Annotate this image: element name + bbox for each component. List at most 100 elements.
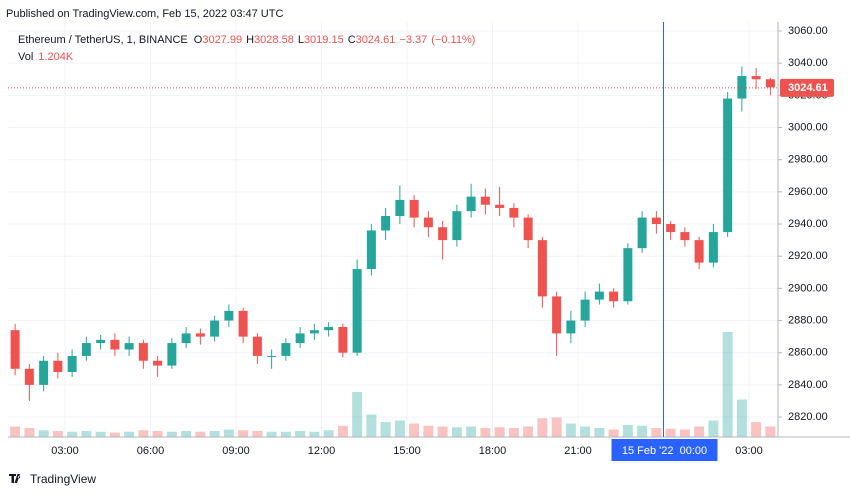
volume-bar [152,431,163,437]
volume-bar [736,399,747,437]
symbol: Ethereum / TetherUS, 1, BINANCE [18,34,188,46]
volume-bar [508,428,519,437]
volume-bar [166,431,177,437]
close-value: 3024.61 [356,34,396,46]
x-tick-label: 09:00 [222,445,250,457]
candle-body [480,196,490,205]
candle-body [10,330,20,369]
candle-body [395,199,405,216]
y-tick-label: 2860.00 [788,347,828,359]
candle-body [352,269,362,353]
high-value: 3028.58 [254,34,294,46]
volume-bar [223,429,234,437]
candle-body [267,355,277,357]
change-percent: (−0.11%) [431,34,475,46]
candle-body [67,355,77,373]
volume-bar [295,431,306,437]
x-tick-label: 18:00 [479,445,507,457]
candles [8,66,778,401]
candle-body [324,326,334,331]
candle-body [552,296,562,334]
candle-body [723,98,733,233]
volume-bar [722,332,733,437]
candle-body [523,217,533,241]
volume-bar [409,423,420,437]
candle-body [96,339,106,344]
volume-bar [708,420,719,437]
open-label: O [194,34,203,46]
volume-legend: Vol 1.204K [18,51,74,63]
candle-body [138,343,148,361]
crosshair-label: 15 Feb '22 00:00 [622,445,707,457]
volume-value: 1.204K [38,51,74,63]
candle-body [309,330,319,334]
volume-bar [679,429,690,437]
candle-body [438,227,448,241]
volume-bar [637,425,648,437]
volume-bar [238,430,249,437]
axes: 2820.00 2840.00 2860.00 2880.00 2900.00 2920.… [51,22,834,461]
candle-body [666,224,676,233]
volume-bar [565,423,576,437]
volume-bar [622,425,633,437]
candle-body [694,240,704,263]
volume-bar [95,431,106,437]
candle-body [594,291,604,300]
candle-body [110,339,120,350]
logo [9,474,21,483]
candle-body [452,211,462,241]
candle-body [181,333,191,344]
x-tick-label: 03:00 [735,445,763,457]
candle-body [167,343,177,366]
candle-body [537,240,547,297]
volume-bar [523,426,534,437]
candle-body [381,215,391,231]
candle-body [423,217,433,228]
x-tick-label: 15:00 [393,445,421,457]
candle-body [124,343,134,350]
legend-line: Ethereum / TetherUS, 1, BINANCE O3027.99 H… [18,34,475,46]
candle-body [409,199,419,218]
crosshair-label-box [611,439,718,461]
candle-body [252,336,262,356]
volume-bar [451,427,462,437]
low-value: 3019.15 [304,34,344,46]
x-tick-label: 03:00 [51,445,79,457]
candle-body [637,217,647,249]
volume-bar [195,431,206,437]
brand-name: TradingView [30,472,96,486]
volume-bar [423,425,434,437]
volume-bar [751,422,762,437]
candle-body [680,232,690,241]
y-tick-label: 2940.00 [788,218,828,230]
candle-body [708,232,718,263]
y-tick-label: 2880.00 [788,314,828,326]
candle-body [24,368,34,385]
volume-bar [209,431,220,437]
volume-bar [366,414,377,437]
y-tick-label: 2900.00 [788,282,828,294]
volume-bar [52,431,63,437]
y-tick-label: 3060.00 [788,25,828,37]
published-note: Published on TradingView.com, Feb 15, 20… [6,8,283,20]
volume-bar [494,427,505,437]
volume-bar [466,426,477,437]
y-tick-label: 2840.00 [788,379,828,391]
candle-body [39,360,49,385]
volume-bar [138,430,149,437]
volume-pane [10,332,776,437]
volume-bar [352,392,363,437]
volume-bar [608,429,619,437]
low-label: L [298,34,304,46]
candle-body [751,76,761,80]
candle-body [566,320,576,334]
volume-bar [81,431,92,437]
candle-body [765,79,775,88]
volume-bar [67,431,78,437]
volume-bar [394,420,405,437]
candle-body [466,196,476,212]
volume-bar [38,430,49,437]
y-tick-label: 2820.00 [788,411,828,423]
candle-body [210,320,220,337]
